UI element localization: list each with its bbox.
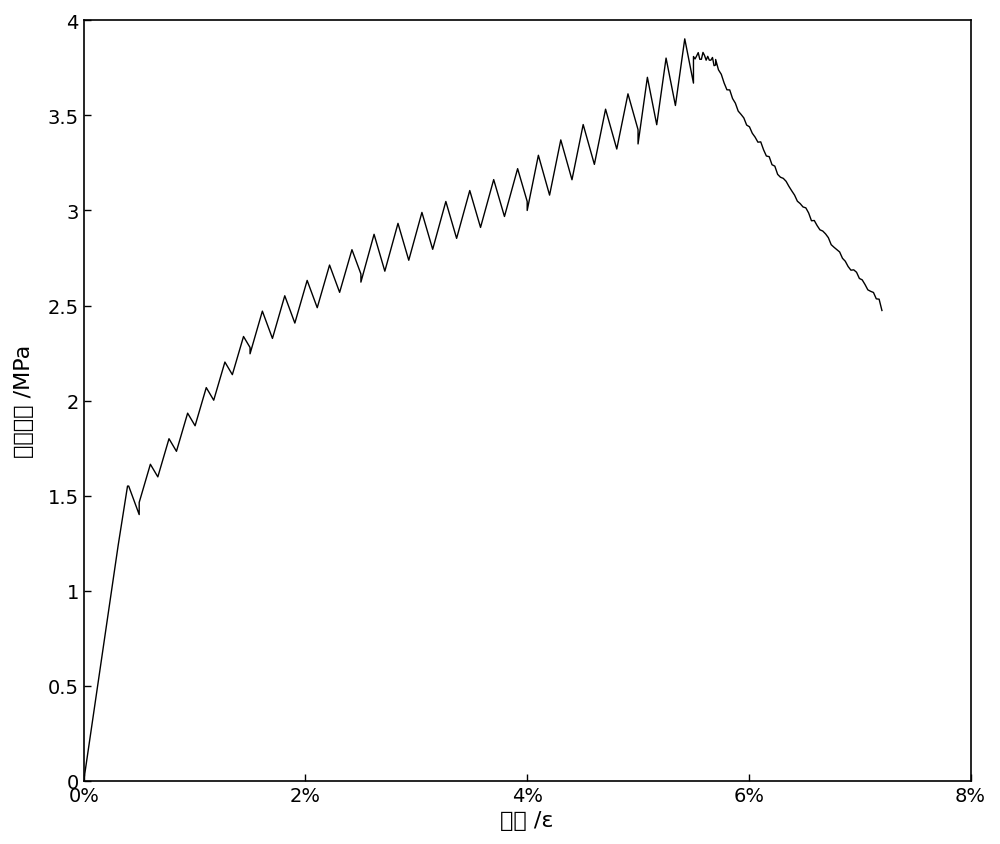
X-axis label: 应变 /ε: 应变 /ε [500, 810, 554, 830]
Y-axis label: 轴拉应力 /MPa: 轴拉应力 /MPa [14, 344, 34, 457]
